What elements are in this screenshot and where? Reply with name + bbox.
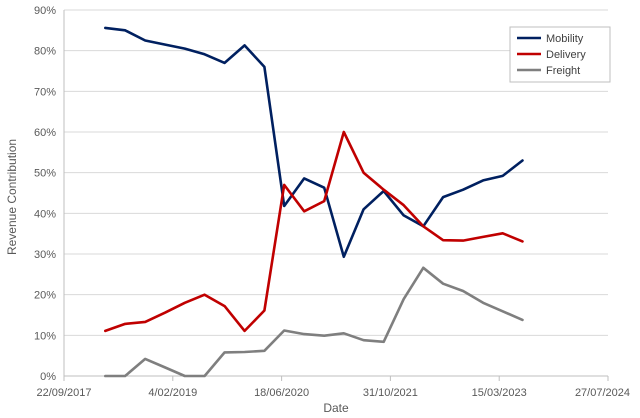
- y-axis-title: Revenue Contribution: [5, 139, 19, 255]
- y-tick-label: 0%: [40, 371, 56, 383]
- x-tick-label: 31/10/2021: [363, 387, 418, 399]
- x-tick-label: 4/02/2019: [148, 387, 197, 399]
- x-axis-title: Date: [323, 401, 349, 415]
- legend-label-freight: Freight: [546, 65, 580, 77]
- y-tick-labels: 0% 10% 20% 30% 40% 50% 60% 70% 80% 90%: [34, 5, 56, 383]
- legend: Mobility Delivery Freight: [509, 26, 611, 83]
- y-tick-label: 70%: [34, 86, 56, 98]
- legend-label-delivery: Delivery: [546, 49, 586, 61]
- x-tick-label: 18/06/2020: [254, 387, 309, 399]
- y-tick-label: 30%: [34, 249, 56, 261]
- y-tick-label: 50%: [34, 168, 56, 180]
- x-tick-labels: 22/09/2017 4/02/2019 18/06/2020 31/10/2021 1…: [36, 387, 630, 399]
- x-tick-label: 22/09/2017: [36, 387, 91, 399]
- series-lines: [104, 26, 524, 378]
- series-line-delivery: [104, 130, 524, 333]
- y-tick-label: 20%: [34, 290, 56, 302]
- series-line-freight: [104, 266, 524, 378]
- legend-label-mobility: Mobility: [546, 33, 584, 45]
- axes: [63, 10, 609, 381]
- y-tick-label: 40%: [34, 208, 56, 220]
- y-tick-label: 80%: [34, 46, 56, 58]
- y-tick-label: 60%: [34, 127, 56, 139]
- series-line-mobility: [104, 26, 524, 259]
- x-tick-label: 15/03/2023: [472, 387, 527, 399]
- gridlines: [64, 9, 608, 336]
- y-tick-label: 90%: [34, 5, 56, 17]
- x-tick-label: 27/07/2024: [575, 387, 630, 399]
- y-tick-label: 10%: [34, 330, 56, 342]
